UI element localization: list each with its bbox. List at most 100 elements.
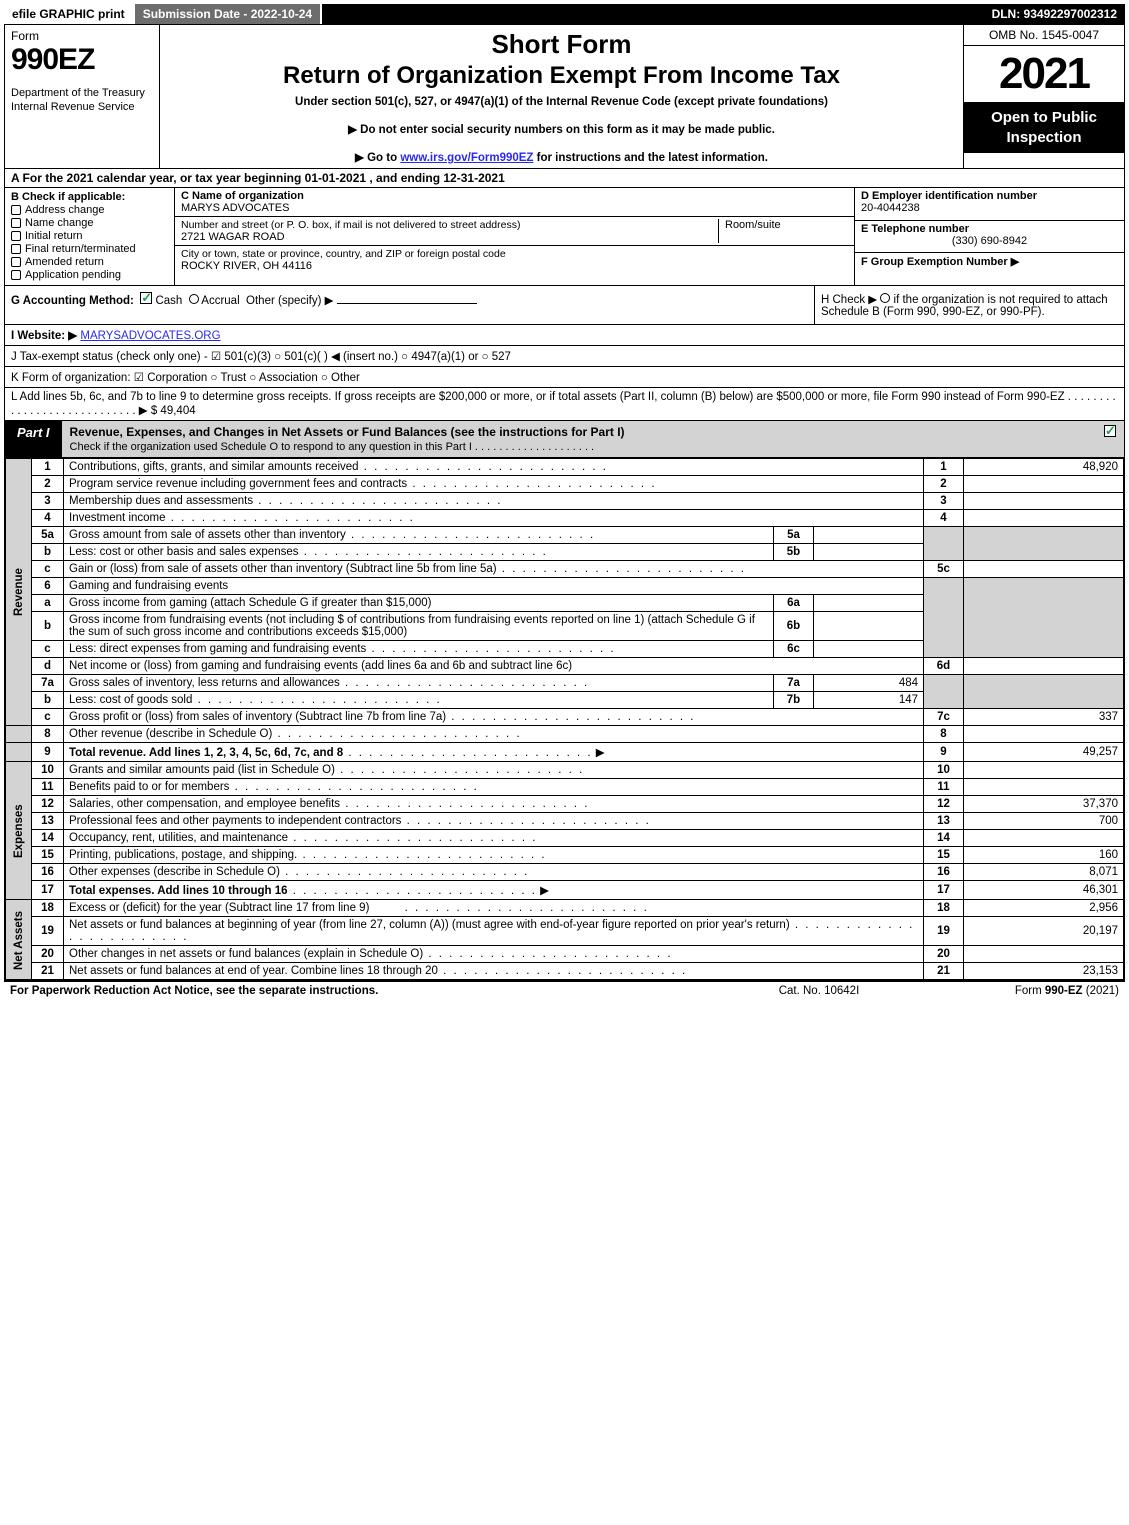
part-i-subtitle: Check if the organization used Schedule …	[70, 441, 595, 453]
checkbox-application-pending[interactable]	[11, 270, 21, 280]
org-name-label: C Name of organization	[181, 190, 848, 202]
section-def: D Employer identification number 20-4044…	[854, 188, 1124, 285]
line-17-desc: Total expenses. Add lines 10 through 16	[69, 885, 288, 897]
opt-final-return: Final return/terminated	[25, 243, 136, 255]
ein-value: 20-4044238	[861, 202, 1118, 214]
line-6d-desc: Net income or (loss) from gaming and fun…	[64, 658, 924, 675]
line-16-desc: Other expenses (describe in Schedule O)	[69, 866, 529, 878]
accounting-method-label: G Accounting Method:	[11, 295, 134, 307]
line-12-desc: Salaries, other compensation, and employ…	[69, 798, 589, 810]
irs-link[interactable]: www.irs.gov/Form990EZ	[400, 152, 533, 164]
line-9-value: 49,257	[964, 743, 1124, 762]
dln: DLN: 93492297002312	[984, 4, 1125, 24]
footer-form-num: 990-EZ	[1045, 985, 1083, 997]
part-i-header: Part I Revenue, Expenses, and Changes in…	[5, 421, 1124, 458]
line-7a-desc: Gross sales of inventory, less returns a…	[69, 677, 589, 689]
section-c: C Name of organization MARYS ADVOCATES N…	[175, 188, 854, 285]
checkbox-name-change[interactable]	[11, 218, 21, 228]
tax-year: 2021	[964, 46, 1124, 102]
part-i-tab: Part I	[5, 421, 62, 457]
website-label: I Website: ▶	[11, 330, 77, 342]
side-label-expenses: Expenses	[6, 762, 32, 900]
line-6-desc: Gaming and fundraising events	[64, 578, 924, 595]
line-6b-desc: Gross income from fundraising events (no…	[64, 612, 774, 641]
row-a-tax-year: A For the 2021 calendar year, or tax yea…	[5, 169, 1124, 188]
line-15-desc: Printing, publications, postage, and shi…	[69, 849, 547, 861]
footer: For Paperwork Reduction Act Notice, see …	[4, 981, 1125, 1000]
note-goto-post: for instructions and the latest informat…	[533, 152, 768, 164]
group-exemption-label: F Group Exemption Number ▶	[861, 255, 1118, 268]
form-number: 990EZ	[11, 43, 153, 77]
open-to-public: Open to Public Inspection	[964, 102, 1124, 153]
note-goto-pre: ▶ Go to	[355, 152, 400, 164]
website-link[interactable]: MARYSADVOCATES.ORG	[80, 330, 220, 342]
line-19-desc: Net assets or fund balances at beginning…	[69, 919, 914, 943]
street-label: Number and street (or P. O. box, if mail…	[181, 219, 718, 231]
radio-h-not-required[interactable]	[880, 293, 890, 303]
line-11-desc: Benefits paid to or for members	[69, 781, 479, 793]
line-1-desc: Contributions, gifts, grants, and simila…	[69, 461, 608, 473]
opt-amended-return: Amended return	[25, 256, 104, 268]
omb-number: OMB No. 1545-0047	[964, 25, 1124, 46]
opt-name-change: Name change	[25, 217, 94, 229]
room-suite-label: Room/suite	[718, 219, 848, 243]
city-label: City or town, state or province, country…	[181, 248, 848, 260]
line-7a-value: 484	[814, 675, 924, 692]
opt-address-change: Address change	[25, 204, 105, 216]
opt-initial-return: Initial return	[25, 230, 82, 242]
footer-form-post: (2021)	[1083, 985, 1119, 997]
opt-other: Other (specify) ▶	[246, 295, 333, 307]
footer-paperwork: For Paperwork Reduction Act Notice, see …	[10, 985, 719, 997]
line-16-value: 8,071	[964, 864, 1124, 881]
checkbox-final-return[interactable]	[11, 244, 21, 254]
title-return: Return of Organization Exempt From Incom…	[168, 62, 955, 90]
line-6a-desc: Gross income from gaming (attach Schedul…	[64, 595, 774, 612]
checkbox-amended-return[interactable]	[11, 257, 21, 267]
line-7b-desc: Less: cost of goods sold	[69, 694, 442, 706]
radio-accrual[interactable]	[189, 294, 199, 304]
line-2-desc: Program service revenue including govern…	[69, 478, 657, 490]
efile-print[interactable]: efile GRAPHIC print	[4, 4, 135, 24]
footer-cat-no: Cat. No. 10642I	[719, 985, 919, 997]
street: 2721 WAGAR ROAD	[181, 231, 718, 243]
line-18-desc: Excess or (deficit) for the year (Subtra…	[69, 902, 369, 914]
checkbox-initial-return[interactable]	[11, 231, 21, 241]
side-label-revenue: Revenue	[6, 459, 32, 726]
line-6c-desc: Less: direct expenses from gaming and fu…	[69, 643, 616, 655]
line-19-value: 20,197	[964, 917, 1124, 946]
row-l-gross-receipts: L Add lines 5b, 6c, and 7b to line 9 to …	[5, 388, 1124, 421]
side-label-net-assets: Net Assets	[6, 900, 32, 980]
part-i-title: Revenue, Expenses, and Changes in Net As…	[70, 425, 625, 439]
line-10-desc: Grants and similar amounts paid (list in…	[69, 764, 584, 776]
checkbox-cash[interactable]	[140, 292, 152, 304]
department: Department of the Treasury Internal Reve…	[11, 87, 153, 115]
city: ROCKY RIVER, OH 44116	[181, 260, 848, 272]
subtitle-under-section: Under section 501(c), 527, or 4947(a)(1)…	[168, 96, 955, 108]
row-j-tax-exempt: J Tax-exempt status (check only one) - ☑…	[5, 346, 1124, 367]
org-name: MARYS ADVOCATES	[181, 202, 848, 214]
ein-label: D Employer identification number	[861, 190, 1118, 202]
row-k-form-of-org: K Form of organization: ☑ Corporation ○ …	[5, 367, 1124, 388]
line-15-value: 160	[964, 847, 1124, 864]
section-b: B Check if applicable: Address change Na…	[5, 188, 175, 285]
line-17-value: 46,301	[964, 881, 1124, 900]
line-5b-desc: Less: cost or other basis and sales expe…	[69, 546, 548, 558]
submission-date: Submission Date - 2022-10-24	[135, 4, 322, 24]
title-short-form: Short Form	[168, 29, 955, 60]
line-20-desc: Other changes in net assets or fund bala…	[69, 948, 673, 960]
section-b-label: B Check if applicable:	[11, 191, 168, 203]
checkbox-address-change[interactable]	[11, 205, 21, 215]
checkbox-schedule-o[interactable]	[1104, 425, 1116, 437]
line-21-desc: Net assets or fund balances at end of ye…	[69, 965, 687, 977]
line-14-desc: Occupancy, rent, utilities, and maintena…	[69, 832, 537, 844]
note-ssn: ▶ Do not enter social security numbers o…	[168, 122, 955, 136]
line-7b-value: 147	[814, 692, 924, 709]
phone-value: (330) 690-8942	[861, 235, 1118, 247]
line-12-value: 37,370	[964, 796, 1124, 813]
efile-topbar: efile GRAPHIC print Submission Date - 20…	[4, 4, 1125, 24]
opt-cash: Cash	[155, 295, 182, 307]
line-21-value: 23,153	[964, 963, 1124, 980]
form-header: Form 990EZ Department of the Treasury In…	[5, 25, 1124, 169]
h-check-pre: H Check ▶	[821, 294, 877, 306]
lines-table: Revenue 1 Contributions, gifts, grants, …	[5, 458, 1124, 980]
